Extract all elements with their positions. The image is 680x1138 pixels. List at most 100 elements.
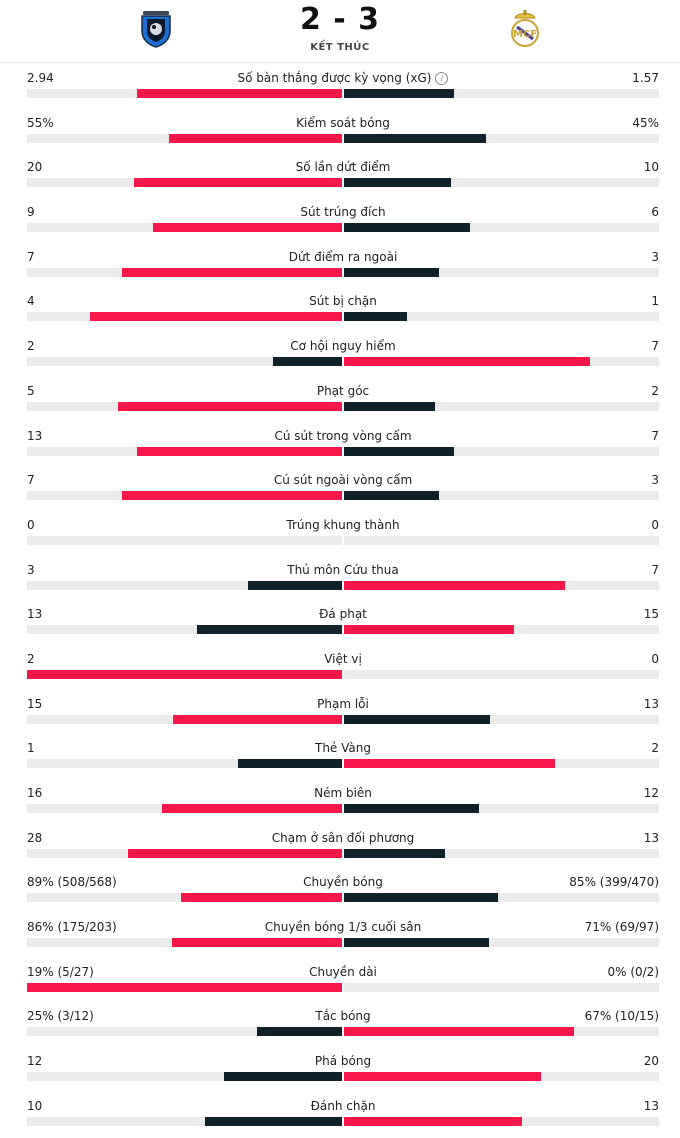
- home-stat-bar: [118, 401, 342, 411]
- away-bar-track: [344, 938, 659, 948]
- home-stat-bar: [162, 804, 342, 813]
- home-stat-value: 25% (3/12): [27, 1009, 94, 1024]
- stat-row: 2.94 Số bàn thắng được kỳ vọng (xG) i 1.57: [0, 65, 680, 110]
- home-stat-bar: [256, 1027, 342, 1037]
- away-stat-bar: [344, 625, 515, 635]
- real-madrid-crest-icon[interactable]: MCF: [506, 9, 544, 49]
- home-stat-bar: [127, 848, 342, 858]
- info-icon[interactable]: i: [435, 72, 449, 85]
- stat-label-text: Chạm ở sân đối phương: [271, 830, 415, 845]
- stat-label-text: Chuyền bóng: [303, 875, 383, 890]
- home-stat-bar: [137, 89, 342, 98]
- stat-label: Đánh chặn: [140, 1099, 546, 1113]
- away-stat-value: 3: [651, 249, 659, 264]
- home-stat-bar: [27, 669, 342, 679]
- home-stat-bar: [204, 1116, 342, 1126]
- away-bar-track: [344, 848, 659, 858]
- home-stat-value: 2: [27, 339, 35, 354]
- stat-row: 4 Sút bị chặn 1: [0, 288, 680, 333]
- away-bar-track: [344, 133, 659, 143]
- stat-label: Chuyền dài: [140, 965, 546, 979]
- away-bar-track: [344, 178, 659, 188]
- home-bar-track: [27, 1027, 342, 1037]
- stat-label: Phạt góc: [140, 384, 546, 398]
- match-header: 2 - 3 KẾT THÚC MCF: [0, 0, 680, 63]
- away-bar-track: [344, 267, 659, 277]
- home-bar-track: [27, 446, 342, 456]
- stat-label: Dứt điểm ra ngoài: [140, 250, 546, 264]
- stat-label-text: Chuyền bóng 1/3 cuối sân: [264, 920, 422, 935]
- stat-row: 25% (3/12) Tắc bóng 67% (10/15): [0, 1003, 680, 1048]
- home-bar-track: [27, 580, 342, 590]
- away-stat-value: 45%: [632, 115, 659, 130]
- stat-row: 10 Đánh chặn 13: [0, 1093, 680, 1138]
- stat-row: 2 Cơ hội nguy hiểm 7: [0, 333, 680, 378]
- stat-label: Chuyền bóng 1/3 cuối sân: [140, 920, 546, 934]
- atalanta-crest-icon[interactable]: [137, 9, 175, 49]
- away-stat-value: 3: [651, 473, 659, 488]
- stat-label: Tắc bóng: [140, 1009, 546, 1023]
- stat-label-text: Số lần dứt điểm: [295, 160, 391, 175]
- away-stat-bar: [344, 357, 590, 367]
- away-stat-value: 13: [643, 830, 659, 845]
- away-stat-bar: [344, 178, 452, 188]
- stat-label: Ném biên: [140, 786, 546, 800]
- stat-label: Cú sút ngoài vòng cấm: [140, 473, 546, 487]
- away-stat-bar: [344, 1072, 541, 1082]
- stat-label-text: Cú sút ngoài vòng cấm: [273, 473, 413, 488]
- away-stat-value: 1.57: [632, 71, 659, 85]
- home-bar-track: [27, 1116, 342, 1126]
- home-stat-bar: [181, 893, 342, 903]
- away-stat-bar: [344, 491, 439, 501]
- home-stat-value: 55%: [27, 115, 54, 130]
- home-stat-value: 16: [27, 786, 43, 800]
- home-bar-track: [27, 1072, 342, 1082]
- stat-label-text: Tắc bóng: [315, 1009, 371, 1024]
- stat-label-text: Dứt điểm ra ngoài: [288, 249, 398, 264]
- home-stat-value: 19% (5/27): [27, 964, 94, 979]
- stat-label: Chuyền bóng: [140, 875, 546, 889]
- away-stat-value: 7: [651, 428, 659, 443]
- home-bar-track: [27, 401, 342, 411]
- home-stat-bar: [90, 312, 342, 322]
- away-bar-track: [344, 759, 659, 769]
- away-stat-value: 13: [643, 1098, 659, 1113]
- home-stat-bar: [272, 357, 342, 367]
- stat-label: Sút trúng đích: [140, 205, 546, 219]
- home-bar-track: [27, 491, 342, 501]
- home-bar-track: [27, 669, 342, 679]
- stat-label-text: Phạm lỗi: [317, 696, 369, 711]
- away-stat-bar: [344, 1116, 522, 1126]
- stat-label-text: Phạt góc: [316, 383, 370, 398]
- stat-row: 7 Dứt điểm ra ngoài 3: [0, 244, 680, 289]
- home-bar-track: [27, 267, 342, 277]
- away-bar-track: [344, 401, 659, 411]
- away-stat-value: 0: [651, 517, 659, 532]
- home-bar-track: [27, 133, 342, 143]
- away-bar-track: [344, 89, 659, 98]
- stat-row: 1 Thẻ Vàng 2: [0, 735, 680, 780]
- stat-row: 12 Phá bóng 20: [0, 1048, 680, 1093]
- stat-label: Kiểm soát bóng: [140, 116, 546, 130]
- match-status: KẾT THÚC: [310, 42, 370, 53]
- home-stat-value: 20: [27, 160, 43, 175]
- home-stat-value: 7: [27, 249, 35, 264]
- stat-label-text: Việt vị: [324, 651, 362, 666]
- stat-label: Đá phạt: [140, 607, 546, 621]
- away-stat-bar: [344, 312, 407, 322]
- away-stat-value: 0: [651, 651, 659, 666]
- away-stat-value: 2: [651, 741, 659, 756]
- match-score: 2 - 3: [299, 2, 381, 37]
- away-bar-track: [344, 491, 659, 501]
- home-stat-value: 0: [27, 517, 35, 532]
- away-stat-bar: [344, 446, 455, 456]
- home-stat-bar: [27, 982, 342, 992]
- home-bar-track: [27, 714, 342, 724]
- stats-list: 2.94 Số bàn thắng được kỳ vọng (xG) i 1.57 5…: [0, 65, 680, 1138]
- away-stat-value: 12: [643, 786, 659, 800]
- away-stat-value: 7: [651, 562, 659, 577]
- away-bar-track: [344, 714, 659, 724]
- away-bar-track: [344, 535, 659, 545]
- stat-label: Phá bóng: [140, 1054, 546, 1068]
- home-bar-track: [27, 535, 342, 545]
